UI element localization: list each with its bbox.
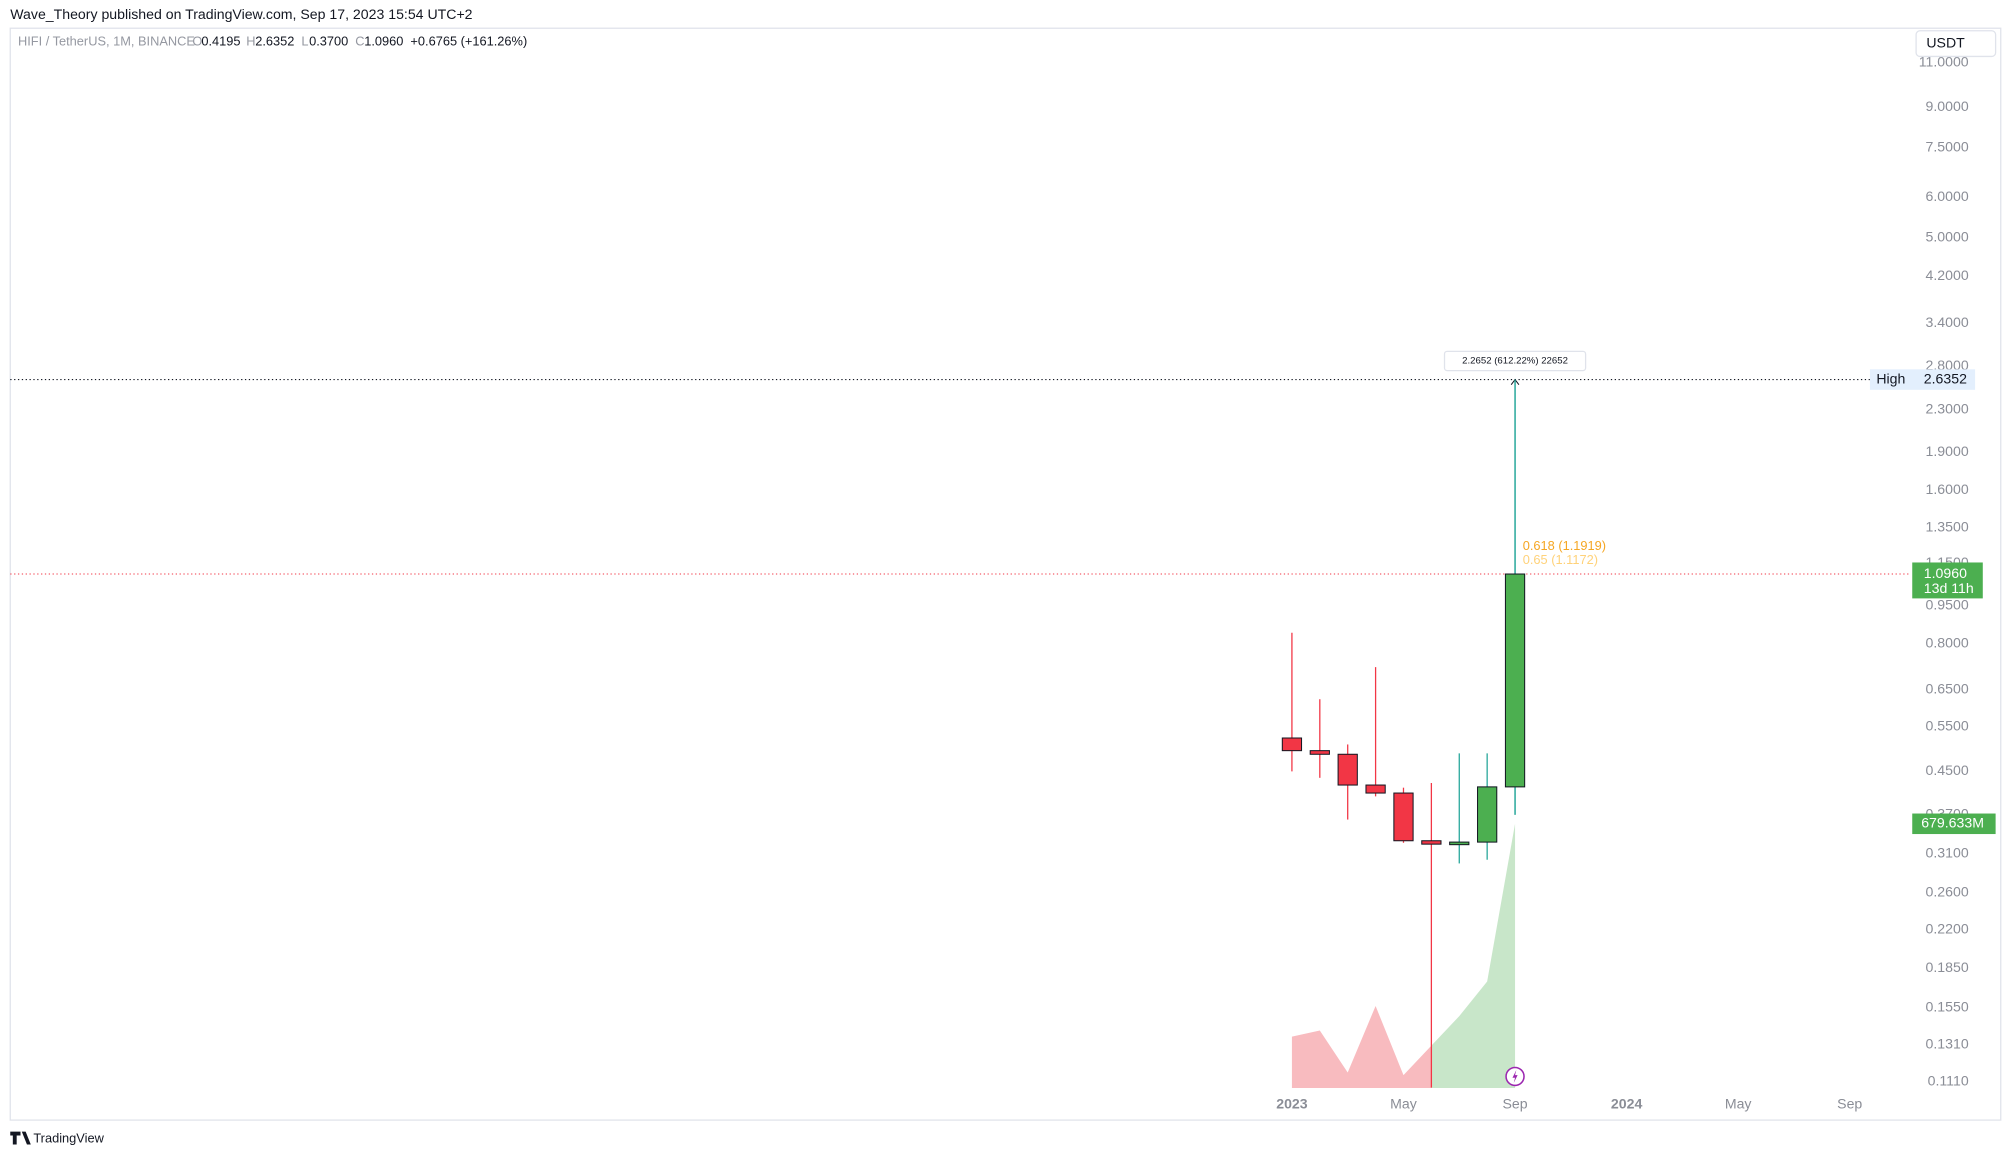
x-tick-label: 2023	[1276, 1095, 1308, 1111]
last-price-label: 1.0960	[1924, 565, 1967, 581]
volume-area	[1431, 823, 1516, 1088]
publisher: Wave_Theory published on TradingView.com…	[10, 6, 472, 22]
countdown: 13d 11h	[1924, 580, 1974, 596]
high-value: 2.6352	[1924, 370, 1967, 386]
event-bolt	[1512, 1070, 1518, 1083]
footer: TradingView	[10, 1131, 105, 1146]
y-tick-label: 0.2200	[1926, 921, 1969, 937]
y-tick-label: 3.4000	[1926, 314, 1969, 330]
candle-body	[1504, 573, 1526, 788]
button-text[interactable]: USDT	[1926, 34, 1965, 50]
x-tick-label: Sep	[1837, 1095, 1862, 1111]
fib-label: 0.65 (1.1172)	[1523, 552, 1598, 567]
symbol: HIFI / TetherUS, 1M, BINANCE	[18, 34, 195, 49]
measure-box	[1443, 350, 1587, 372]
legend-change: +0.6765 (+161.26%)	[410, 34, 527, 49]
button-box[interactable]	[1915, 30, 1997, 58]
chart-frame	[9, 27, 2002, 1121]
y-tick-label: 7.5000	[1926, 138, 1969, 154]
x-tick-label: 2024	[1611, 1095, 1643, 1111]
y-tick-label: 0.9500	[1926, 596, 1969, 612]
y-tick-label: 1.9000	[1926, 443, 1969, 459]
candle-body	[1449, 841, 1470, 846]
y-tick-label: 0.1110	[1928, 1072, 1969, 1088]
measure-arrow	[1510, 378, 1520, 386]
y-tick-label: 2.8000	[1926, 357, 1969, 373]
y-tick-label: 9.0000	[1926, 98, 1969, 114]
x-tick-label: Sep	[1502, 1095, 1527, 1111]
y-tick-label: 0.1550	[1926, 998, 1969, 1014]
y-tick-label: 5.0000	[1926, 228, 1969, 244]
y-tick-label: 1.3500	[1926, 519, 1969, 535]
legend-label: O	[192, 34, 202, 49]
legend-label: H	[246, 34, 255, 49]
y-tick-label: 0.4500	[1926, 762, 1969, 778]
footer-logo: TradingView	[33, 1131, 104, 1146]
candle-body	[1477, 786, 1498, 843]
legend: HIFI / TetherUS, 1M, BINANCE O 0.4195 H …	[18, 34, 527, 49]
candle-body	[1393, 792, 1414, 842]
legend-value: 1.0960	[364, 34, 403, 49]
y-tick-label: 0.8000	[1926, 635, 1969, 651]
volume-box	[1912, 813, 1996, 835]
high-box	[1869, 369, 1976, 390]
candle-body	[1365, 784, 1386, 794]
legend-value: 2.6352	[255, 34, 294, 49]
candle-body	[1337, 753, 1358, 786]
y-tick-label: 1.6000	[1926, 481, 1969, 497]
y-tick-label: 0.3100	[1926, 845, 1969, 861]
y-tick-label: 0.6500	[1926, 681, 1969, 697]
y-tick-label: 0.1310	[1926, 1036, 1969, 1052]
volume-label: 679.633M	[1921, 815, 1984, 831]
y-tick-label: 6.0000	[1926, 188, 1969, 204]
last-price-box	[1912, 562, 1983, 599]
candle-body	[1309, 750, 1330, 755]
y-tick-label: 4.2000	[1926, 267, 1969, 283]
legend-value: 0.4195	[201, 34, 240, 49]
y-tick-label: 0.1850	[1926, 959, 1969, 975]
volume-area	[1291, 1005, 1432, 1088]
y-tick-label: 2.3000	[1926, 400, 1969, 416]
fib-label: 0.618 (1.1919)	[1523, 538, 1606, 553]
x-tick-label: May	[1390, 1095, 1418, 1111]
legend-label: L	[301, 34, 308, 49]
logo-icon	[10, 1131, 31, 1145]
measure-label: 2.2652 (612.22%) 22652	[1462, 356, 1568, 367]
currency-button[interactable]: USDT	[1915, 30, 1997, 58]
legend-value: 0.3700	[309, 34, 348, 49]
y-tick-label: 0.2600	[1926, 884, 1969, 900]
legend-label: C	[355, 34, 364, 49]
candle-body	[1281, 737, 1303, 752]
high-label: High	[1876, 370, 1905, 386]
y-tick-label: 11.0000	[1919, 54, 1969, 70]
candle-body	[1421, 840, 1442, 845]
x-tick-label: May	[1725, 1095, 1753, 1111]
y-tick-label: 0.5500	[1926, 718, 1969, 734]
plot	[10, 378, 1911, 1088]
axes: 11.0000 9.0000 7.5000 6.0000 5.0000 4.2000 3.4…	[1276, 54, 1969, 1112]
